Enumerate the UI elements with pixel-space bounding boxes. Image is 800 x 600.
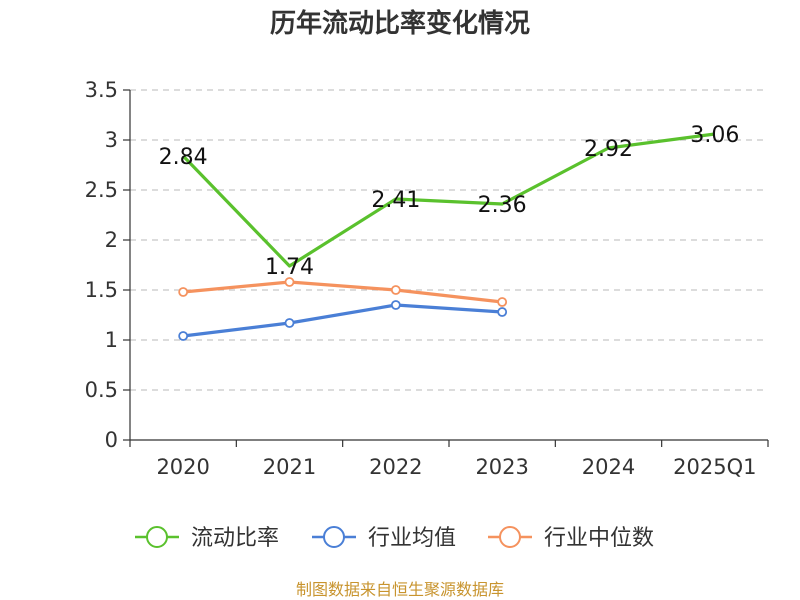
legend-label: 流动比率 [191, 526, 279, 551]
series-group [178, 132, 716, 341]
data-labels: 2.84 1.74 2.41 2.36 2.92 3.06 [159, 123, 740, 280]
y-tick-label: 3 [105, 128, 118, 152]
y-tick-label: 1.5 [85, 278, 118, 302]
data-label: 3.06 [690, 123, 739, 148]
series-0 [182, 132, 716, 268]
x-tick-label: 2022 [369, 455, 422, 479]
chart-title: 历年流动比率变化情况 [270, 8, 530, 39]
legend-marker-icon [499, 526, 521, 548]
data-label: 2.41 [371, 188, 420, 213]
legend: 流动比率 行业均值 行业中位数 [135, 526, 654, 551]
x-tick-label: 2025Q1 [673, 455, 756, 479]
data-label: 1.74 [265, 255, 314, 280]
axes: 0 0.5 1 1.5 2 2.5 3 3.5 2020 2021 2022 2023 2024 2025… [85, 78, 769, 479]
legend-item-1[interactable]: 行业均值 [312, 526, 456, 551]
legend-marker-icon [146, 526, 168, 548]
data-label: 2.84 [159, 145, 208, 170]
data-point [284, 318, 295, 328]
source-note: 制图数据来自恒生聚源数据库 [296, 580, 504, 599]
data-point [497, 297, 508, 307]
data-point [390, 285, 401, 295]
x-tick-label: 2021 [263, 455, 316, 479]
y-tick-label: 2 [105, 228, 118, 252]
x-tick-label: 2023 [475, 455, 528, 479]
y-tick-label: 0.5 [85, 378, 118, 402]
x-tick-label: 2020 [156, 455, 209, 479]
data-label: 2.92 [584, 137, 633, 162]
series-1 [178, 300, 508, 341]
data-point [178, 331, 189, 341]
series-line [182, 303, 503, 338]
series-line [182, 132, 716, 268]
gridlines [130, 89, 768, 391]
data-label: 2.36 [478, 193, 527, 218]
x-tick-label: 2024 [582, 455, 635, 479]
y-tick-label: 1 [105, 328, 118, 352]
data-point [284, 277, 295, 287]
y-tick-label: 0 [105, 428, 118, 452]
data-point [178, 287, 189, 297]
data-point [390, 300, 401, 310]
legend-marker-icon [323, 526, 345, 548]
data-point [497, 307, 508, 317]
series-2 [178, 277, 508, 307]
series-line [183, 280, 503, 304]
y-tick-label: 3.5 [85, 78, 118, 102]
y-tick-label: 2.5 [85, 178, 118, 202]
legend-label: 行业均值 [368, 526, 456, 551]
legend-item-0[interactable]: 流动比率 [135, 526, 279, 551]
legend-label: 行业中位数 [544, 526, 654, 551]
legend-item-2[interactable]: 行业中位数 [488, 526, 654, 551]
